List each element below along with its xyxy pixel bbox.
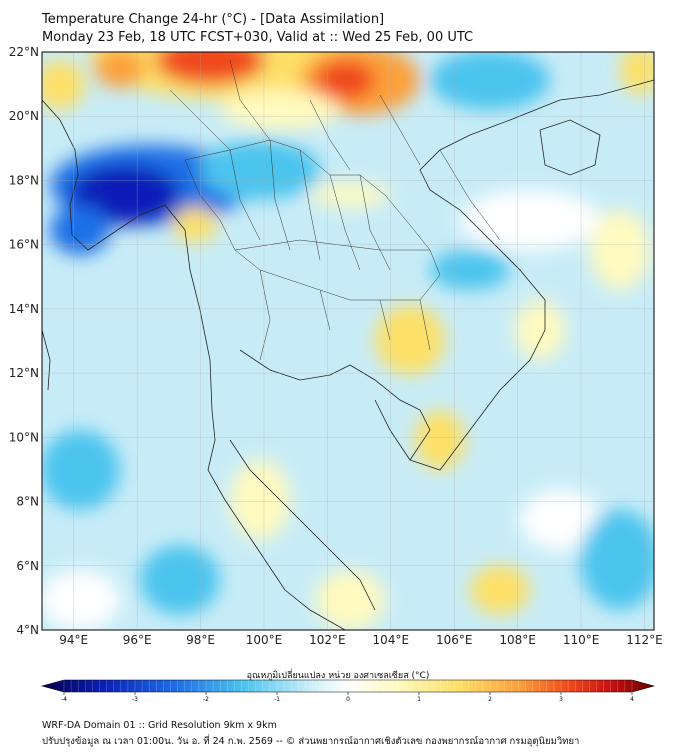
lon-tick-label: 108°E xyxy=(499,633,536,647)
lat-tick-label: 18°N xyxy=(9,173,39,187)
lat-tick-label: 20°N xyxy=(9,109,39,123)
lon-tick-label: 98°E xyxy=(186,633,215,647)
lat-tick-label: 8°N xyxy=(16,495,39,509)
lon-tick-label: 110°E xyxy=(563,633,600,647)
lon-tick-label: 106°E xyxy=(436,633,473,647)
colorbar-tick-label: -3 xyxy=(132,696,138,703)
colorbar-tick-label: 3 xyxy=(559,696,563,703)
lat-tick-label: 10°N xyxy=(9,430,39,444)
colorbar-tick-label: 4 xyxy=(630,696,634,703)
lon-tick-label: 94°E xyxy=(59,633,88,647)
temperature-field xyxy=(42,52,654,630)
lat-tick-label: 6°N xyxy=(16,559,39,573)
map-subtitle: Monday 23 Feb, 18 UTC FCST+030, Valid at… xyxy=(42,30,474,45)
colorbar-tick-label: -4 xyxy=(61,696,67,703)
lon-tick-label: 104°E xyxy=(373,633,410,647)
lat-tick-label: 16°N xyxy=(9,238,39,252)
province-borders xyxy=(169,59,501,361)
lon-tick-label: 112°E xyxy=(626,633,663,647)
lat-tick-label: 4°N xyxy=(16,623,39,637)
colorbar-tick-label: 2 xyxy=(488,696,492,703)
lon-tick-label: 96°E xyxy=(123,633,152,647)
lat-tick-label: 14°N xyxy=(9,302,39,316)
lat-tick-label: 12°N xyxy=(9,366,39,380)
map-frame xyxy=(41,51,655,631)
footer-credit: ปรับปรุงข้อมูล ณ เวลา 01:00น. วัน อ. ที่… xyxy=(42,736,580,747)
footer-model-info: WRF-DA Domain 01 :: Grid Resolution 9km … xyxy=(42,720,277,731)
colorbar-tick-label: -1 xyxy=(274,696,280,703)
coastlines xyxy=(42,79,654,630)
colorbar-tick-label: 1 xyxy=(417,696,421,703)
lon-tick-label: 102°E xyxy=(309,633,346,647)
lon-tick-label: 100°E xyxy=(246,633,283,647)
colorbar-title: อุณหภูมิเปลี่ยนแปลง หน่วย องศาเซลเซียส (… xyxy=(246,671,430,681)
map-title: Temperature Change 24-hr (°C) - [Data As… xyxy=(42,12,385,27)
colorbar: -4 -3 -2 -1 0 1 2 3 4 xyxy=(40,679,656,703)
colorbar-tick-label: 0 xyxy=(346,696,350,703)
lat-tick-label: 22°N xyxy=(9,45,39,59)
colorbar-tick-label: -2 xyxy=(203,696,209,703)
